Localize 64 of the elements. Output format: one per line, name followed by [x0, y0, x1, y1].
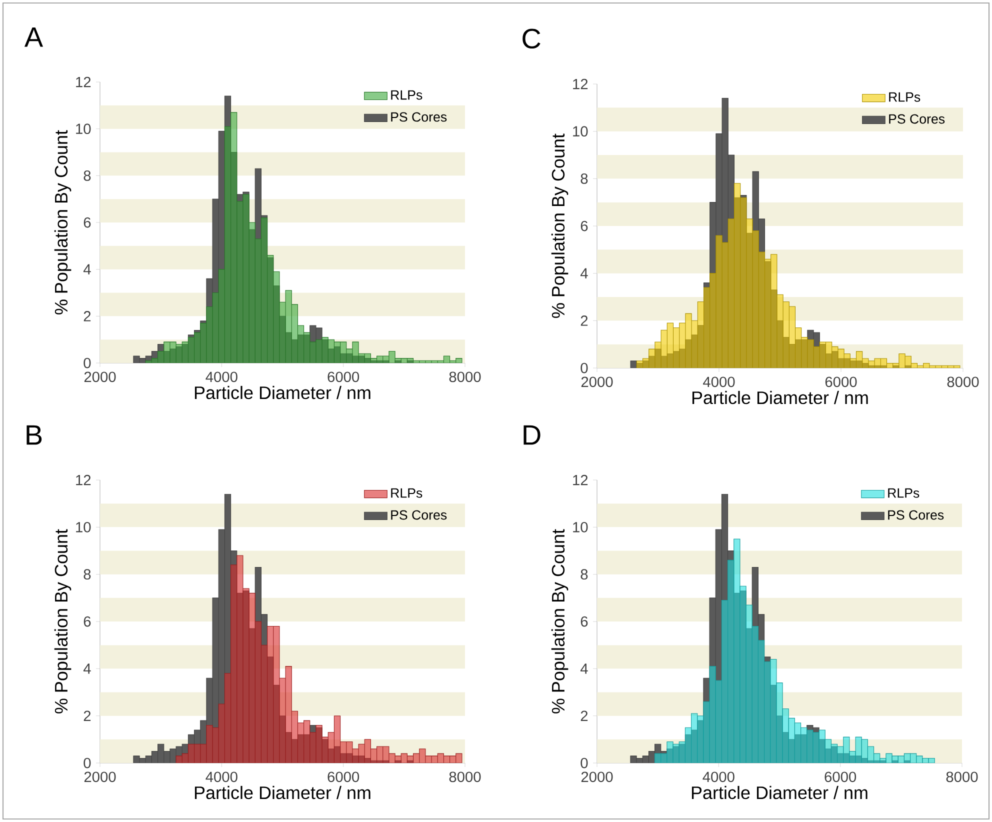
chart-title: D [524, 425, 540, 445]
x-tick-label: 2000 [581, 772, 613, 782]
y-tick-label: 10 [76, 124, 91, 134]
legend-label: RLPs [888, 488, 920, 498]
y-tick-label: 0 [84, 758, 91, 768]
y-axis-title: % Population By Count [551, 529, 568, 714]
legend-label: PS Cores [391, 112, 447, 122]
y-tick-label: 4 [580, 268, 588, 278]
y-tick-label: 12 [76, 474, 91, 486]
x-axis-title: Particle Diameter / nm [194, 786, 370, 800]
y-tick-label: 12 [573, 474, 588, 486]
y-tick-label: 2 [580, 316, 588, 326]
x-tick-label: 8000 [947, 376, 979, 388]
x-axis-title: Particle Diameter / nm [194, 386, 370, 400]
y-tick-label: 2 [580, 710, 588, 721]
chart-title: A [24, 28, 44, 47]
x-tick-label: 6000 [824, 772, 856, 782]
y-tick-label: 4 [580, 664, 588, 674]
chart-title: B [26, 425, 42, 445]
x-tick-label: 2000 [581, 376, 613, 388]
legend-label: PS Cores [391, 510, 447, 520]
y-axis-title: % Population By Count [54, 130, 72, 314]
x-axis-title: Particle Diameter / nm [692, 390, 868, 404]
x-tick-label: 6000 [328, 772, 360, 782]
x-tick-label: 8000 [946, 772, 978, 782]
y-tick-label: 2 [84, 311, 91, 322]
chart-title: C [522, 28, 540, 49]
x-tick-label: 4000 [206, 772, 238, 782]
legend-label: RLPs [889, 92, 920, 102]
x-tick-label: 6000 [328, 372, 360, 382]
y-tick-label: 6 [84, 616, 91, 627]
y-axis-title: % Population By Count [54, 529, 72, 714]
legend-label: PS Cores [889, 114, 945, 124]
y-tick-label: 2 [84, 710, 91, 721]
x-tick-label: 4000 [702, 772, 734, 782]
y-tick-label: 0 [84, 358, 91, 368]
x-tick-label: 2000 [84, 372, 116, 382]
y-tick-label: 6 [580, 616, 588, 627]
x-tick-label: 4000 [206, 372, 238, 382]
legend-label: RLPs [391, 488, 422, 498]
y-tick-label: 12 [76, 76, 91, 88]
y-tick-label: 8 [580, 569, 588, 580]
x-tick-label: 2000 [84, 772, 116, 782]
y-tick-label: 0 [580, 758, 588, 768]
y-tick-label: 10 [573, 522, 588, 532]
x-tick-label: 8000 [449, 772, 481, 782]
y-tick-label: 10 [76, 522, 91, 532]
y-axis-title: % Population By Count [551, 134, 568, 318]
legend-label: RLPs [391, 90, 422, 100]
x-axis-title: Particle Diameter / nm [692, 786, 868, 800]
x-tick-label: 8000 [449, 372, 481, 382]
y-tick-label: 8 [580, 173, 588, 184]
y-tick-label: 4 [83, 264, 91, 274]
x-tick-label: 6000 [825, 376, 857, 388]
y-tick-label: 8 [84, 170, 91, 181]
y-tick-label: 6 [84, 217, 91, 228]
legend-label: PS Cores [888, 510, 944, 520]
y-tick-label: 0 [580, 362, 588, 374]
y-tick-label: 4 [83, 664, 91, 674]
y-tick-label: 10 [573, 126, 588, 137]
y-tick-label: 6 [580, 220, 588, 232]
y-tick-label: 12 [573, 78, 588, 90]
y-tick-label: 8 [84, 569, 91, 580]
x-tick-label: 4000 [703, 376, 735, 388]
